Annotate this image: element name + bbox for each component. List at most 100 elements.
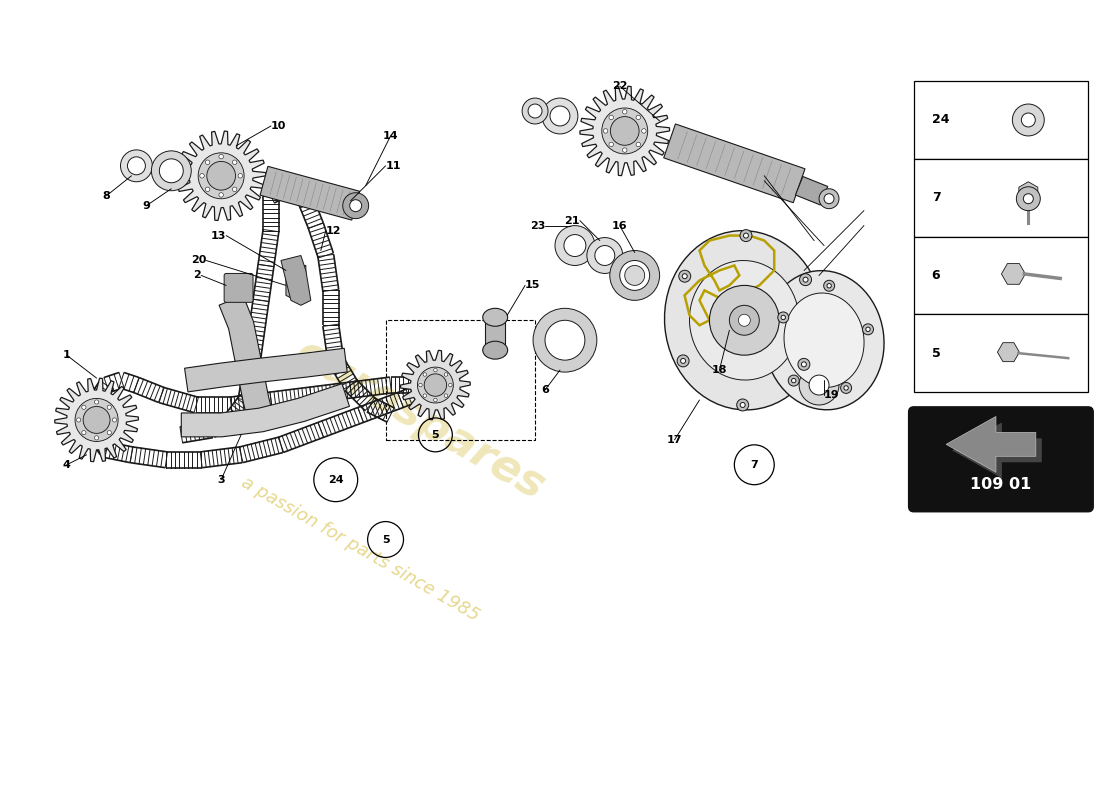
Circle shape <box>424 394 427 398</box>
Circle shape <box>81 405 86 410</box>
Circle shape <box>444 394 448 398</box>
Circle shape <box>802 362 806 367</box>
Circle shape <box>198 153 244 198</box>
Circle shape <box>844 386 848 390</box>
Text: 19: 19 <box>824 390 839 400</box>
Circle shape <box>636 115 640 120</box>
Circle shape <box>207 162 235 190</box>
Text: 7: 7 <box>932 191 940 204</box>
Circle shape <box>556 226 595 266</box>
Circle shape <box>84 406 110 434</box>
Text: 16: 16 <box>612 221 628 230</box>
Circle shape <box>738 314 750 326</box>
Text: 5: 5 <box>431 430 439 440</box>
Circle shape <box>803 277 808 282</box>
Text: 20: 20 <box>190 255 206 266</box>
FancyBboxPatch shape <box>914 81 1088 159</box>
Polygon shape <box>185 348 348 392</box>
Polygon shape <box>795 177 827 205</box>
Polygon shape <box>400 350 471 420</box>
Circle shape <box>81 430 86 434</box>
Circle shape <box>107 430 111 434</box>
Circle shape <box>219 193 223 197</box>
Circle shape <box>625 266 645 286</box>
Circle shape <box>609 142 614 146</box>
Circle shape <box>609 115 614 120</box>
Circle shape <box>737 399 749 411</box>
Circle shape <box>232 187 236 191</box>
Circle shape <box>824 194 834 204</box>
Text: 1: 1 <box>63 350 70 360</box>
Circle shape <box>678 355 689 367</box>
Ellipse shape <box>784 293 865 387</box>
Circle shape <box>1022 113 1035 127</box>
Circle shape <box>419 383 422 386</box>
Ellipse shape <box>664 230 824 410</box>
Text: eurospares: eurospares <box>288 331 553 509</box>
Circle shape <box>544 320 585 360</box>
Circle shape <box>238 174 242 178</box>
Circle shape <box>206 160 210 165</box>
Text: 14: 14 <box>383 131 398 141</box>
Text: 6: 6 <box>541 385 549 395</box>
FancyBboxPatch shape <box>914 159 1088 237</box>
Circle shape <box>528 104 542 118</box>
Circle shape <box>95 436 99 440</box>
Text: 24: 24 <box>932 114 949 126</box>
Polygon shape <box>1019 182 1037 204</box>
Circle shape <box>710 286 779 355</box>
Circle shape <box>619 261 650 290</box>
Text: 8: 8 <box>102 190 110 201</box>
Circle shape <box>564 234 586 257</box>
Text: 22: 22 <box>612 81 627 91</box>
Text: 18: 18 <box>712 365 727 375</box>
Text: 5: 5 <box>932 346 940 360</box>
Polygon shape <box>286 266 306 300</box>
Text: 4: 4 <box>63 460 70 470</box>
Text: 24: 24 <box>328 474 343 485</box>
Circle shape <box>534 308 597 372</box>
Circle shape <box>424 373 427 376</box>
Polygon shape <box>953 422 1042 478</box>
Circle shape <box>121 150 153 182</box>
Polygon shape <box>55 378 139 462</box>
Circle shape <box>1016 186 1041 210</box>
Circle shape <box>444 373 448 376</box>
Circle shape <box>840 382 851 394</box>
Polygon shape <box>280 255 311 306</box>
Circle shape <box>866 327 870 331</box>
Circle shape <box>740 402 745 407</box>
Polygon shape <box>1001 263 1025 284</box>
Text: 15: 15 <box>525 280 540 290</box>
Circle shape <box>433 398 437 402</box>
Circle shape <box>542 98 578 134</box>
Circle shape <box>636 142 640 146</box>
Circle shape <box>418 367 453 403</box>
Ellipse shape <box>483 308 507 326</box>
Circle shape <box>824 280 835 291</box>
Polygon shape <box>260 166 360 220</box>
Circle shape <box>152 151 191 190</box>
Circle shape <box>112 418 117 422</box>
Circle shape <box>862 324 873 335</box>
Circle shape <box>75 398 118 442</box>
Circle shape <box>522 98 548 124</box>
FancyBboxPatch shape <box>224 274 253 302</box>
Circle shape <box>350 200 362 212</box>
Text: a passion for parts since 1985: a passion for parts since 1985 <box>239 474 483 626</box>
Circle shape <box>609 250 660 300</box>
Circle shape <box>200 174 205 178</box>
Circle shape <box>343 193 368 218</box>
Circle shape <box>800 274 812 286</box>
Text: 3: 3 <box>218 474 226 485</box>
Circle shape <box>820 189 839 209</box>
Circle shape <box>799 365 839 405</box>
Circle shape <box>810 375 829 395</box>
Polygon shape <box>580 86 670 176</box>
Circle shape <box>77 418 80 422</box>
Circle shape <box>679 270 691 282</box>
Polygon shape <box>176 131 266 221</box>
Text: 109 01: 109 01 <box>970 478 1032 492</box>
Text: 13: 13 <box>211 230 227 241</box>
Circle shape <box>641 129 646 133</box>
